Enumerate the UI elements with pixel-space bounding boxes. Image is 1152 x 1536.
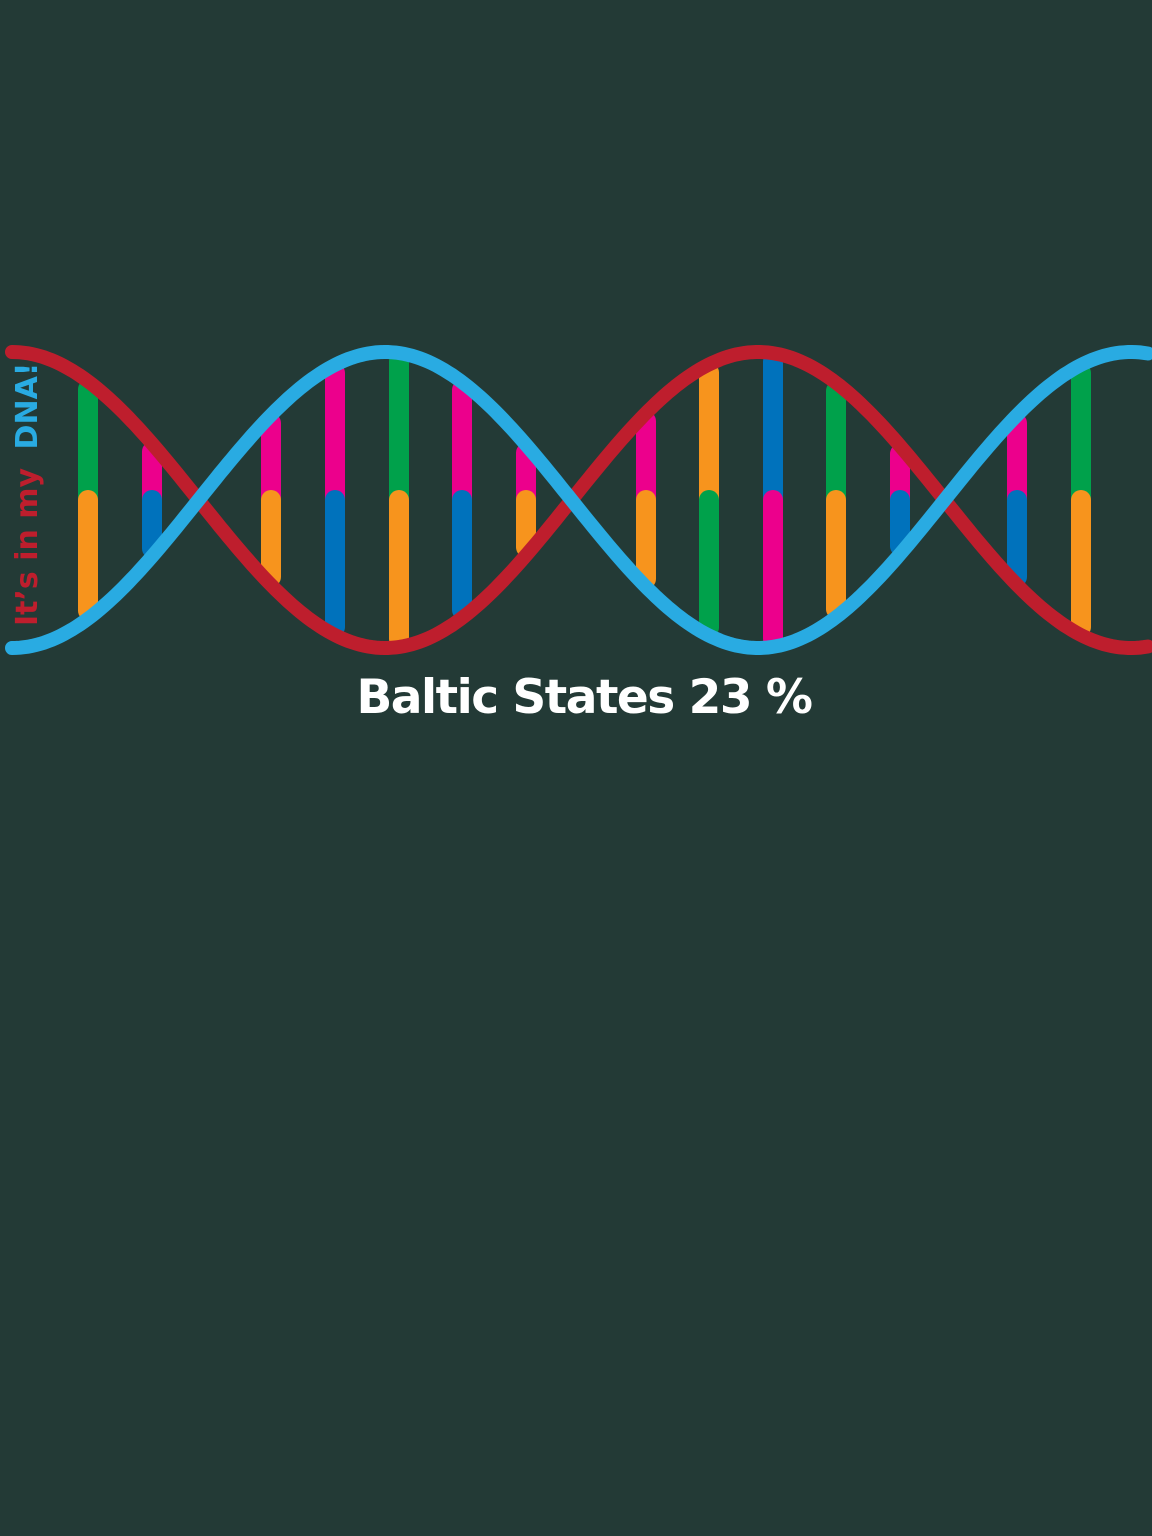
dna-strand-blue [5, 345, 1152, 655]
tagline-part-2: DNA! [10, 363, 45, 450]
tagline-part-1: It’s in my [10, 467, 45, 626]
caption: Baltic States 23 % [0, 668, 1152, 728]
caption-percent: 23 % [688, 670, 813, 725]
caption-region: Baltic States [356, 670, 675, 725]
tagline: It’s in my DNA! [10, 363, 45, 626]
base-pairs [78, 351, 1091, 649]
